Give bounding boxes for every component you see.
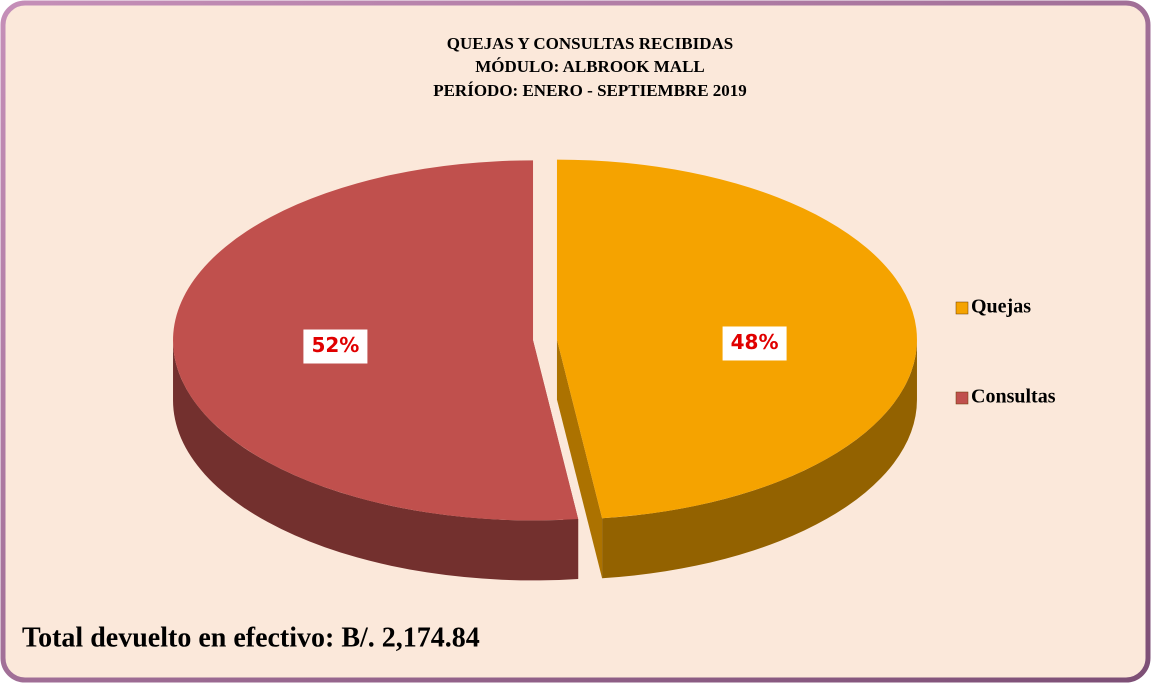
- chart-title: MÓDULO: ALBROOK MALL: [475, 57, 705, 76]
- legend-label: Quejas: [971, 296, 1031, 318]
- slice-cut: [556, 339, 603, 579]
- legend-swatch: [955, 301, 969, 315]
- pie-slice: [173, 160, 579, 521]
- legend-swatch: [955, 391, 969, 405]
- slice-side: [602, 339, 917, 579]
- legend-label: Consultas: [971, 386, 1056, 408]
- data-label: 48%: [731, 330, 779, 354]
- data-label-box: [722, 326, 787, 361]
- pie-labels: 48% Quejas 52% Consultas: [303, 296, 1056, 408]
- chart-title: PERÍODO: ENERO - SEPTIEMBRE 2019: [433, 81, 747, 100]
- slice-side: [173, 340, 579, 581]
- annotation: Total devuelto en efectivo: B/. 2,174.84: [22, 622, 480, 653]
- chart-title: QUEJAS Y CONSULTAS RECIBIDAS: [447, 34, 733, 53]
- data-label: 52%: [311, 333, 359, 357]
- data-label-box: [303, 329, 368, 364]
